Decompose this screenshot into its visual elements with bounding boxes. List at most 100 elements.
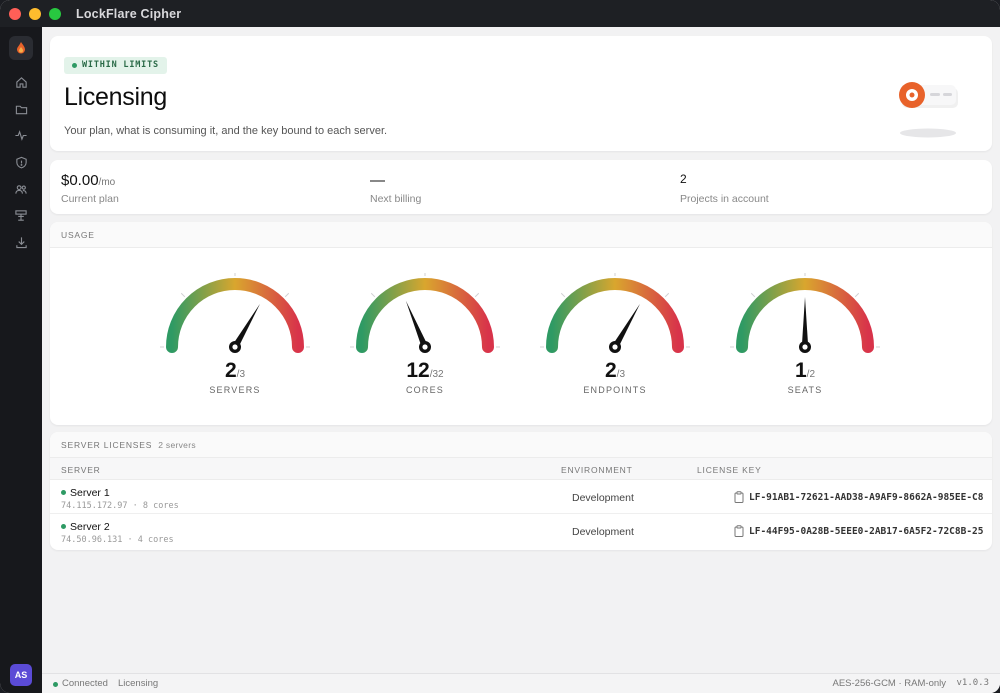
stat-projects: 2 Projects in account: [680, 172, 769, 205]
connection-status: Connected: [62, 678, 108, 689]
sidebar-item-security[interactable]: [13, 154, 29, 170]
app-version: v1.0.3: [956, 678, 989, 688]
license-key-cell: LF-91AB1-72621-AAD38-A9AF9-8662A-985EE-C…: [734, 491, 984, 503]
gauge-arc: [166, 278, 304, 353]
gauge-dial: [540, 273, 690, 353]
status-badge: WITHIN LIMITS: [64, 57, 167, 74]
stat-next-billing: — Next billing: [370, 172, 421, 205]
table-row[interactable]: Server 2 74.50.96.131 · 4 cores Developmen…: [50, 514, 992, 548]
folder-icon: [15, 105, 27, 114]
stat-label: Projects in account: [680, 193, 769, 205]
stat-label: Next billing: [370, 193, 422, 205]
stat-label: Current plan: [61, 193, 119, 205]
gauge-value: 2/3: [540, 359, 690, 383]
server-status-dot: [61, 490, 66, 495]
avatar[interactable]: AS: [10, 664, 32, 686]
page-title: Licensing: [64, 83, 167, 111]
gauge-dial: [730, 273, 880, 353]
gauge-seats: 1/2 SEATS: [730, 273, 880, 395]
gauge-dial: [160, 273, 310, 353]
clipboard-icon[interactable]: [734, 525, 744, 537]
clipboard-icon[interactable]: [734, 491, 744, 503]
sidebar-item-projects[interactable]: [13, 101, 29, 117]
gauge-endpoints: 2/3 ENDPOINTS: [540, 273, 690, 395]
home-icon: [15, 76, 27, 88]
users-icon: [15, 184, 27, 194]
gauge-tick: [180, 292, 186, 298]
gauge-label: CORES: [405, 385, 444, 395]
server-name: Server 1: [70, 487, 110, 499]
minimize-window-button[interactable]: [29, 7, 41, 20]
gauge-tick: [664, 292, 670, 298]
licenses-title: SERVER LICENSES: [61, 440, 153, 450]
server-meta: 74.115.172.97 · 8 cores: [61, 501, 179, 511]
server-meta: 74.50.96.131 · 4 cores: [61, 535, 174, 545]
gauge-label: SERVERS: [209, 385, 261, 395]
key-toggle-illustration: [899, 82, 958, 138]
gauge-used: 12: [406, 359, 430, 382]
server-icon: [15, 209, 27, 221]
column-environment[interactable]: ENVIRONMENT: [561, 465, 633, 475]
gauge-needle: [232, 303, 261, 349]
column-license-key[interactable]: LICENSE KEY: [697, 465, 762, 475]
gauge-needle: [801, 297, 809, 347]
usage-card: USAGE 2/3 SERVERS 12/32 CORES 2/3 ENDPOINTS 1/…: [50, 222, 992, 425]
current-page-label: Licensing: [118, 678, 159, 689]
main-content: WITHIN LIMITS Licensing Your plan, what …: [42, 27, 1000, 693]
plan-price-unit: /mo: [98, 177, 116, 188]
gauge-needle: [405, 300, 428, 349]
status-bar: Connected Licensing AES-256-GCM · RAM-on…: [42, 673, 1000, 693]
license-key[interactable]: LF-44F95-0A28B-5EEE0-2AB17-6A5F2-72C8B-2…: [749, 525, 984, 537]
gauge-dial: [350, 273, 500, 353]
server-name: Server 2: [70, 521, 110, 533]
gauge-arc: [356, 278, 494, 353]
license-key[interactable]: LF-91AB1-72621-AAD38-A9AF9-8662A-985EE-C…: [749, 491, 984, 503]
table-row[interactable]: Server 1 74.115.172.97 · 8 cores Developme…: [50, 480, 992, 514]
gauge-tick: [370, 292, 376, 298]
sidebar-item-users[interactable]: [13, 181, 29, 197]
stat-current-plan: $0.00/mo Current plan: [61, 172, 119, 205]
page-subtitle: Your plan, what is consuming it, and the…: [64, 125, 388, 137]
gauge-needle: [612, 303, 641, 349]
licenses-count: 2 servers: [158, 440, 196, 450]
gauge-value: 12/32: [350, 359, 500, 383]
projects-count: 2: [680, 172, 687, 186]
connection-dot: [53, 682, 58, 687]
gauge-tick: [474, 292, 480, 298]
gauge-tick: [284, 292, 290, 298]
sidebar-item-home[interactable]: [13, 74, 29, 90]
gauge-value: 1/2: [730, 359, 880, 383]
server-status-dot: [61, 524, 66, 529]
gauge-cores: 12/32 CORES: [350, 273, 500, 395]
gauge-used: 1: [794, 359, 807, 382]
title-bar: LockFlare Cipher: [0, 0, 1000, 27]
usage-gauges: 2/3 SERVERS 12/32 CORES 2/3 ENDPOINTS 1/2 SEATS: [50, 248, 992, 425]
sidebar-item-servers[interactable]: [13, 207, 29, 223]
download-icon: [15, 236, 27, 248]
gauge-tick: [560, 292, 566, 298]
next-billing-value: —: [370, 172, 385, 189]
close-window-button[interactable]: [9, 7, 21, 20]
license-key-cell: LF-44F95-0A28B-5EEE0-2AB17-6A5F2-72C8B-2…: [734, 525, 984, 537]
gauge-total: /3: [616, 369, 626, 380]
hero-card: WITHIN LIMITS Licensing Your plan, what …: [50, 36, 992, 151]
cipher-info: AES-256-GCM · RAM-only: [832, 678, 947, 689]
sidebar-item-activity[interactable]: [13, 127, 29, 143]
zoom-window-button[interactable]: [49, 7, 61, 20]
server-environment: Development: [572, 492, 634, 504]
activity-icon: [15, 129, 27, 141]
gauge-label: SEATS: [787, 385, 823, 395]
gauge-tick: [854, 292, 860, 298]
gauge-value: 2/3: [160, 359, 310, 383]
plan-summary-card: $0.00/mo Current plan — Next billing 2 P…: [50, 160, 992, 214]
table-header: SERVER ENVIRONMENT LICENSE KEY: [50, 458, 992, 480]
gauge-total: /3: [236, 369, 246, 380]
gauge-arc: [546, 278, 684, 353]
server-licenses-card: SERVER LICENSES 2 servers SERVER ENVIRONM…: [50, 432, 992, 550]
brand-logo[interactable]: [9, 36, 33, 60]
window-title: LockFlare Cipher: [76, 6, 182, 21]
column-server[interactable]: SERVER: [61, 465, 101, 475]
sidebar: AS: [0, 27, 42, 693]
sidebar-item-downloads[interactable]: [13, 234, 29, 250]
